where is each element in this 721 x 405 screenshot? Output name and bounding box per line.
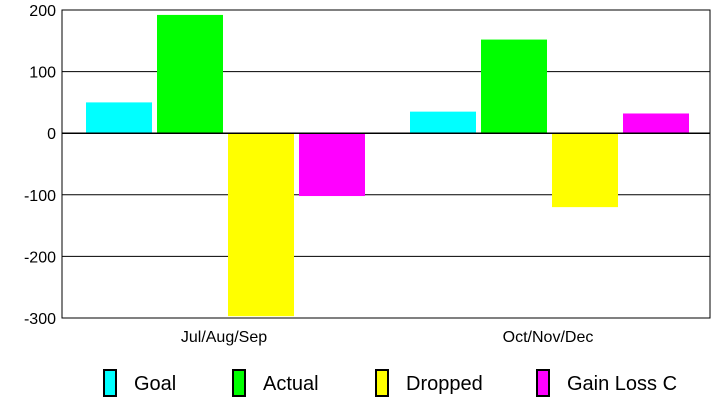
- legend-label: Goal: [134, 373, 176, 395]
- bars: [86, 14, 689, 317]
- plot-frame: [61, 9, 711, 319]
- legend: Goal Actual Dropped Gain Loss C: [103, 369, 677, 397]
- legend-item-gain-loss-c: Gain Loss C: [536, 369, 677, 397]
- y-tick-label: -200: [24, 249, 56, 266]
- legend-item-actual: Actual: [232, 369, 319, 397]
- legend-label: Actual: [263, 373, 319, 395]
- y-tick-labels: 200 100 0 -100 -200 -300: [24, 3, 56, 328]
- bar-gain-loss-c-0: [299, 133, 365, 197]
- legend-label: Dropped: [406, 373, 483, 395]
- bar-goal-1: [410, 111, 476, 134]
- x-tick-label: Jul/Aug/Sep: [181, 329, 267, 346]
- bar-dropped-1: [552, 133, 618, 208]
- legend-swatch: [103, 369, 117, 397]
- legend-swatch: [375, 369, 389, 397]
- y-tick-label: 200: [29, 3, 56, 20]
- y-tick-label: 100: [29, 65, 56, 82]
- bar-actual-1: [481, 39, 547, 134]
- legend-label: Gain Loss C: [567, 373, 677, 395]
- legend-swatch: [536, 369, 550, 397]
- bar-gain-loss-c-1: [623, 113, 689, 134]
- axes: [61, 9, 711, 319]
- y-tick-label: 0: [47, 126, 56, 143]
- legend-swatch: [232, 369, 246, 397]
- legend-item-dropped: Dropped: [375, 369, 483, 397]
- y-tick-label: -100: [24, 188, 56, 205]
- x-tick-label: Oct/Nov/Dec: [503, 329, 594, 346]
- y-tick-label: -300: [24, 311, 56, 328]
- legend-item-goal: Goal: [103, 369, 176, 397]
- bar-actual-0: [157, 14, 223, 134]
- bar-dropped-0: [228, 133, 294, 317]
- bar-goal-0: [86, 102, 152, 134]
- x-tick-labels: Jul/Aug/Sep Oct/Nov/Dec: [181, 329, 593, 346]
